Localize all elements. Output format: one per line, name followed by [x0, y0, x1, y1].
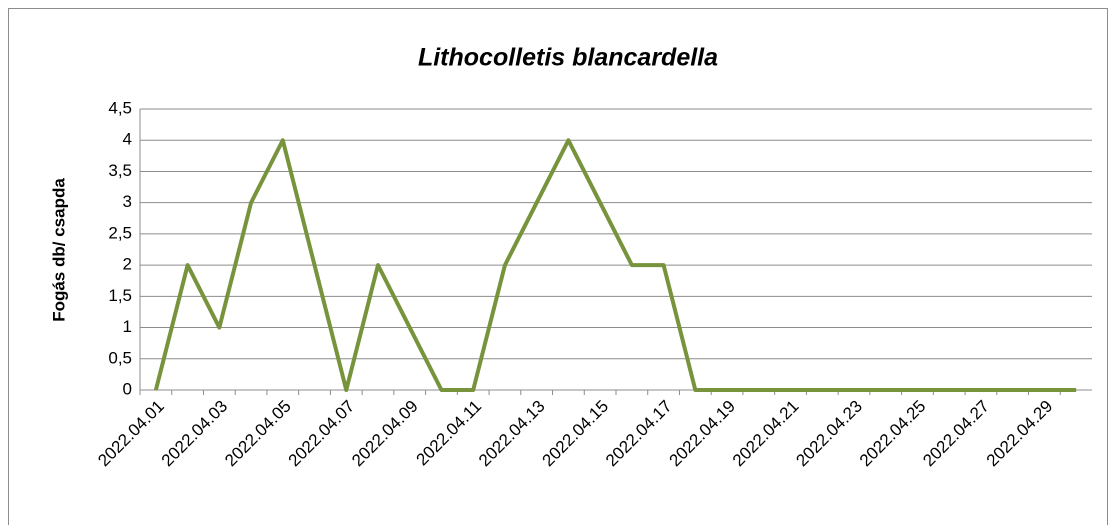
chart-border [8, 8, 1108, 525]
y-tick-label: 1,5 [108, 286, 132, 305]
chart-title: Lithocolletis blancardella [418, 44, 718, 72]
y-tick-label: 2 [123, 255, 132, 274]
y-tick-label: 4,5 [108, 98, 132, 117]
y-tick-label: 1 [123, 317, 132, 336]
y-tick-label: 4 [123, 130, 132, 149]
y-tick-label: 2,5 [108, 223, 132, 242]
y-tick-label: 3,5 [108, 161, 132, 180]
y-tick-label: 0,5 [108, 348, 132, 367]
y-tick-label: 3 [123, 192, 132, 211]
data-line [153, 138, 1077, 392]
y-axis-label: Fogás db/ csapda [49, 178, 68, 322]
y-tick-label: 0 [123, 379, 132, 398]
